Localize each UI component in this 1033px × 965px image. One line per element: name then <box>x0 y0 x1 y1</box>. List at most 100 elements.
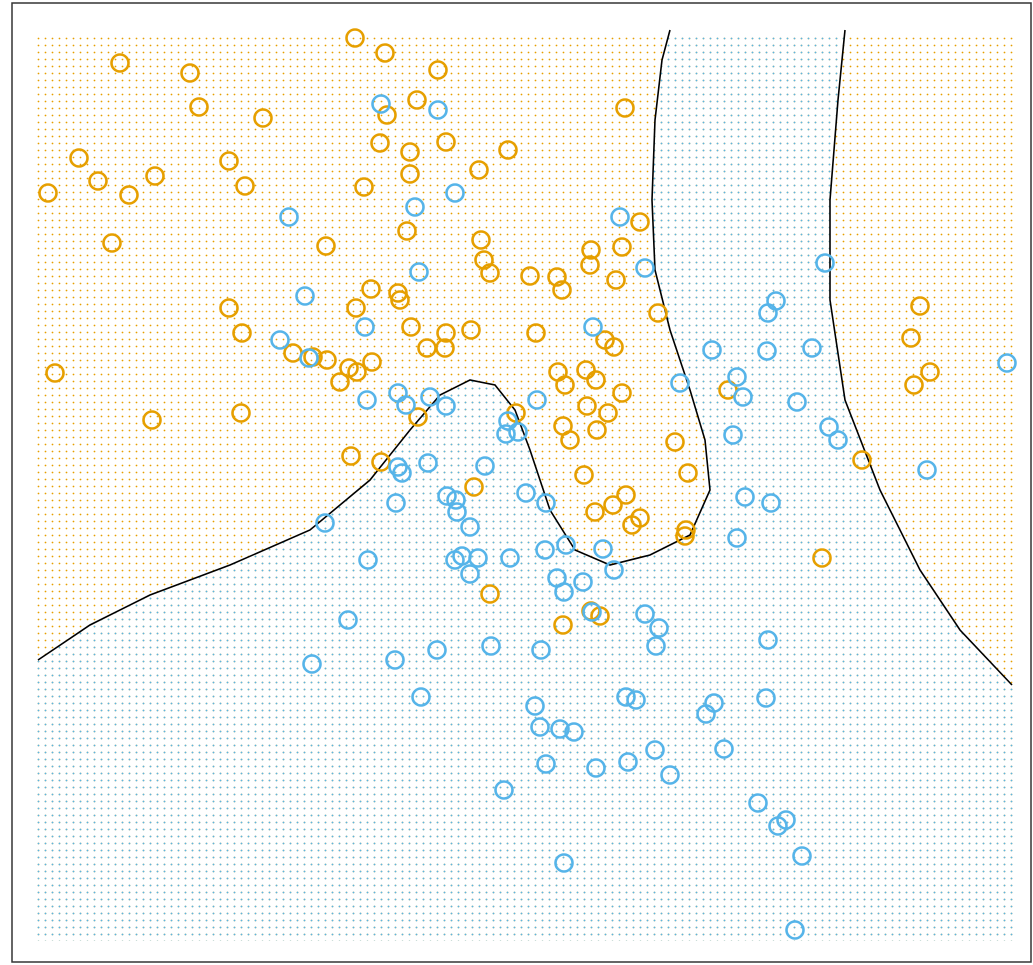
point <box>496 424 516 444</box>
point <box>556 535 576 555</box>
point <box>552 280 572 300</box>
point <box>576 360 596 380</box>
point <box>536 493 556 513</box>
point <box>580 255 600 275</box>
point <box>635 604 655 624</box>
point <box>480 584 500 604</box>
point <box>554 582 574 602</box>
point <box>660 765 680 785</box>
point <box>498 140 518 160</box>
point <box>598 403 618 423</box>
point <box>665 432 685 452</box>
point <box>437 486 457 506</box>
point <box>530 717 550 737</box>
point <box>346 298 366 318</box>
point <box>582 602 602 622</box>
point <box>411 687 431 707</box>
point <box>815 253 835 273</box>
point <box>375 43 395 63</box>
point <box>460 564 480 584</box>
point <box>357 390 377 410</box>
point <box>347 362 367 382</box>
point <box>345 28 365 48</box>
point <box>315 513 335 533</box>
point <box>279 207 299 227</box>
point <box>371 452 391 472</box>
point <box>409 262 429 282</box>
point <box>560 430 580 450</box>
point <box>385 650 405 670</box>
point <box>646 636 666 656</box>
point <box>616 687 636 707</box>
point <box>678 463 698 483</box>
point <box>354 177 374 197</box>
point <box>355 317 375 337</box>
point <box>577 396 597 416</box>
point <box>735 487 755 507</box>
point <box>435 338 455 358</box>
point <box>635 258 655 278</box>
point <box>180 63 200 83</box>
point <box>696 704 716 724</box>
point <box>714 739 734 759</box>
point <box>231 403 251 423</box>
point <box>428 60 448 80</box>
point <box>586 758 606 778</box>
point <box>917 460 937 480</box>
point <box>758 303 778 323</box>
point <box>446 490 466 510</box>
point <box>828 430 848 450</box>
point <box>468 548 488 568</box>
point <box>792 846 812 866</box>
point <box>142 410 162 430</box>
point <box>436 396 456 416</box>
point <box>761 493 781 513</box>
point <box>302 654 322 674</box>
point <box>612 237 632 257</box>
point <box>550 719 570 739</box>
point <box>536 754 556 774</box>
point <box>618 752 638 772</box>
point <box>110 53 130 73</box>
point <box>606 270 626 290</box>
point <box>45 363 65 383</box>
point <box>535 540 555 560</box>
point <box>377 105 397 125</box>
point <box>397 221 417 241</box>
point <box>401 317 421 337</box>
decision-boundary <box>37 29 711 661</box>
point <box>370 133 390 153</box>
point <box>516 483 536 503</box>
point <box>447 502 467 522</box>
point <box>527 390 547 410</box>
point <box>649 618 669 638</box>
point <box>418 453 438 473</box>
point <box>787 392 807 412</box>
point <box>494 780 514 800</box>
point <box>119 185 139 205</box>
point <box>88 171 108 191</box>
point <box>253 108 273 128</box>
point <box>520 266 540 286</box>
point <box>604 560 624 580</box>
point <box>392 463 412 483</box>
point <box>38 183 58 203</box>
point <box>362 352 382 372</box>
point <box>386 493 406 513</box>
point <box>785 920 805 940</box>
point <box>920 362 940 382</box>
point <box>616 485 636 505</box>
point <box>390 290 410 310</box>
point <box>553 615 573 635</box>
point <box>768 816 788 836</box>
point <box>400 164 420 184</box>
point <box>469 160 489 180</box>
point <box>508 422 528 442</box>
point <box>675 526 695 546</box>
point <box>727 528 747 548</box>
point <box>219 298 239 318</box>
point <box>464 477 484 497</box>
point <box>802 338 822 358</box>
point <box>586 370 606 390</box>
point <box>270 330 290 350</box>
